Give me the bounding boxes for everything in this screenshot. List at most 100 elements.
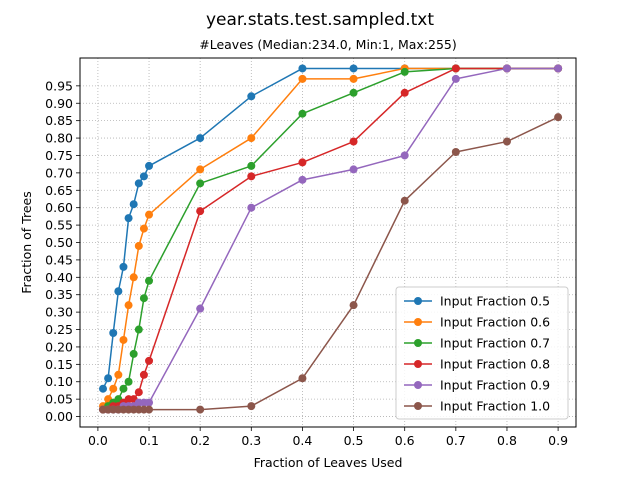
data-point xyxy=(139,172,148,181)
legend-marker xyxy=(414,318,422,326)
data-point xyxy=(451,147,460,156)
y-tick-label: 0.90 xyxy=(45,96,73,111)
data-point xyxy=(114,370,123,379)
legend-item: Input Fraction 1.0 xyxy=(404,399,550,414)
data-point xyxy=(554,64,563,73)
data-point xyxy=(247,203,256,212)
data-point xyxy=(196,207,205,216)
y-tick-label: 0.20 xyxy=(45,339,73,354)
legend-label: Input Fraction 0.8 xyxy=(440,357,550,372)
data-point xyxy=(247,402,256,411)
data-point xyxy=(196,165,205,174)
y-tick-label: 0.60 xyxy=(45,200,73,215)
data-point xyxy=(349,137,358,146)
series-6 xyxy=(99,113,563,414)
data-point xyxy=(247,134,256,143)
data-point xyxy=(129,273,138,282)
data-point xyxy=(134,241,143,250)
data-point xyxy=(196,405,205,414)
data-point xyxy=(109,384,118,393)
data-point xyxy=(124,377,133,386)
x-tick-label: 0.6 xyxy=(395,433,415,448)
data-point xyxy=(247,172,256,181)
y-tick-label: 0.00 xyxy=(45,409,73,424)
data-point xyxy=(400,67,409,76)
y-tick-label: 0.80 xyxy=(45,131,73,146)
x-tick-label: 0.7 xyxy=(446,433,466,448)
legend-label: Input Fraction 0.5 xyxy=(440,294,550,309)
y-tick-label: 0.15 xyxy=(45,357,73,372)
data-point xyxy=(349,301,358,310)
y-tick-label: 0.75 xyxy=(45,148,73,163)
data-point xyxy=(145,161,154,170)
data-point xyxy=(145,398,154,407)
data-point xyxy=(134,388,143,397)
y-axis-label: Fraction of Trees xyxy=(19,191,34,293)
legend-marker xyxy=(414,402,422,410)
x-tick-label: 0.5 xyxy=(344,433,364,448)
legend-box xyxy=(395,286,569,420)
data-point xyxy=(145,356,154,365)
data-point xyxy=(196,304,205,313)
x-tick-label: 0.2 xyxy=(190,433,210,448)
data-point xyxy=(139,294,148,303)
data-point xyxy=(298,64,307,73)
legend-item: Input Fraction 0.8 xyxy=(404,357,550,372)
chart-title: year.stats.test.sampled.txt xyxy=(206,10,434,30)
y-tick-label: 0.35 xyxy=(45,287,73,302)
y-tick-label: 0.70 xyxy=(45,165,73,180)
data-point xyxy=(129,200,138,209)
data-point xyxy=(139,370,148,379)
x-axis-label: Fraction of Leaves Used xyxy=(254,455,403,470)
data-point xyxy=(502,64,511,73)
data-point xyxy=(119,262,128,271)
data-point xyxy=(124,214,133,223)
data-point xyxy=(349,165,358,174)
legend-item: Input Fraction 0.9 xyxy=(404,378,550,393)
data-point xyxy=(298,175,307,184)
data-point xyxy=(298,74,307,83)
x-tick-label: 0.9 xyxy=(548,433,568,448)
data-point xyxy=(298,374,307,383)
data-point xyxy=(119,335,128,344)
data-point xyxy=(134,325,143,334)
data-point xyxy=(114,287,123,296)
y-tick-label: 0.95 xyxy=(45,78,73,93)
y-tick-label: 0.45 xyxy=(45,252,73,267)
y-tick-label: 0.05 xyxy=(45,392,73,407)
axis-ticks: 0.0 0.1 0.2 0.3 0.4 0.5 0.6 0.7 0.8 0.9 0.00 0.05 0.… xyxy=(45,78,568,448)
y-tick-label: 0.85 xyxy=(45,113,73,128)
legend-marker xyxy=(414,297,422,305)
x-tick-label: 0.8 xyxy=(497,433,517,448)
legend-label: Input Fraction 0.9 xyxy=(440,378,550,393)
legend-marker xyxy=(414,339,422,347)
y-tick-label: 0.50 xyxy=(45,235,73,250)
x-tick-label: 0.0 xyxy=(88,433,108,448)
y-tick-label: 0.65 xyxy=(45,183,73,198)
data-point xyxy=(109,329,118,338)
data-point xyxy=(124,301,133,310)
data-point xyxy=(247,92,256,101)
data-point xyxy=(554,113,563,122)
data-point xyxy=(400,196,409,205)
legend-item: Input Fraction 0.6 xyxy=(404,315,550,330)
legend-label: Input Fraction 0.7 xyxy=(440,336,550,351)
data-point xyxy=(196,179,205,188)
chart-subtitle: #Leaves (Median:234.0, Min:1, Max:255) xyxy=(199,37,457,52)
data-point xyxy=(145,210,154,219)
data-point xyxy=(349,64,358,73)
data-point xyxy=(134,179,143,188)
x-tick-label: 0.3 xyxy=(241,433,261,448)
data-point xyxy=(298,109,307,118)
data-point xyxy=(298,158,307,167)
data-point xyxy=(145,276,154,285)
data-point xyxy=(104,374,113,383)
legend-item: Input Fraction 0.7 xyxy=(404,336,550,351)
data-point xyxy=(349,88,358,97)
y-tick-label: 0.40 xyxy=(45,270,73,285)
data-point xyxy=(119,384,128,393)
data-point xyxy=(139,224,148,233)
data-point xyxy=(145,405,154,414)
y-tick-label: 0.30 xyxy=(45,305,73,320)
